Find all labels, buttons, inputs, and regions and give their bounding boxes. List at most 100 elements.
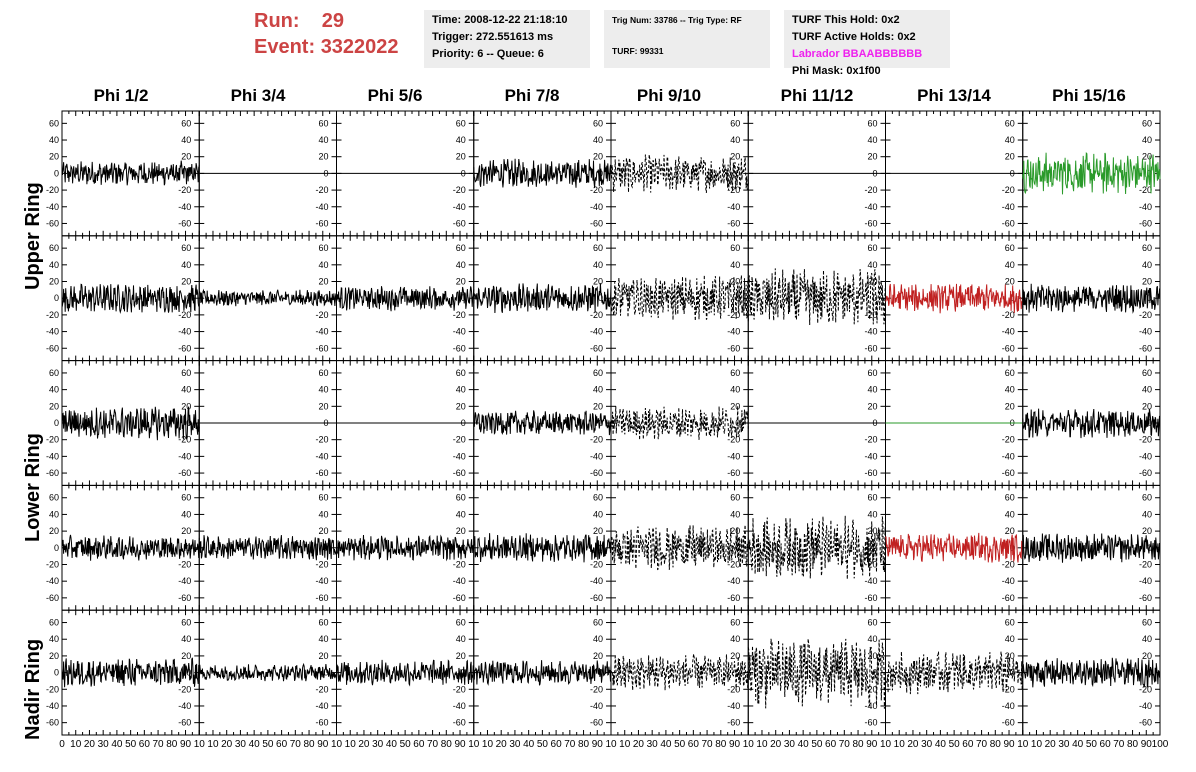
y-tick-label: -60: [178, 593, 191, 603]
x-tick-label: 20: [221, 739, 233, 750]
y-tick-label: -40: [864, 451, 877, 461]
y-tick-label: -40: [178, 576, 191, 586]
y-tick-label: -40: [864, 202, 877, 212]
y-tick-label: 40: [1005, 509, 1015, 519]
y-tick-label: -40: [1139, 327, 1152, 337]
y-tick-label: 0: [735, 168, 740, 178]
y-tick-label: -40: [1002, 701, 1015, 711]
y-tick-label: 20: [318, 526, 328, 536]
y-tick-label: -60: [1002, 218, 1015, 228]
y-tick-label: 0: [54, 168, 59, 178]
x-tick-label: 20: [496, 739, 508, 750]
y-tick-label: -20: [1139, 684, 1152, 694]
column-header: Phi 13/14: [917, 86, 991, 105]
y-tick-label: 60: [181, 243, 191, 253]
y-tick-label: 20: [1142, 526, 1152, 536]
x-tick-label: 90: [454, 739, 466, 750]
y-tick-label: -20: [315, 310, 328, 320]
y-tick-label: -20: [178, 559, 191, 569]
y-tick-label: -20: [1002, 435, 1015, 445]
y-tick-label: -20: [178, 684, 191, 694]
y-tick-label: 0: [735, 543, 740, 553]
trigger-text: Trigger: 272.551613 ms: [432, 31, 554, 43]
y-tick-label: 60: [49, 368, 59, 378]
y-tick-label: 60: [730, 243, 740, 253]
waveform-line: [473, 410, 612, 436]
y-tick-label: -20: [453, 684, 466, 694]
y-tick-label: -20: [46, 435, 59, 445]
y-tick-label: 40: [730, 509, 740, 519]
y-tick-label: -20: [315, 185, 328, 195]
x-tick-label: 10: [605, 739, 617, 750]
y-tick-label: -60: [727, 593, 740, 603]
y-tick-label: 40: [1142, 135, 1152, 145]
y-tick-label: 0: [1010, 293, 1015, 303]
y-tick-label: 0: [461, 293, 466, 303]
y-tick-label: 20: [867, 152, 877, 162]
y-tick-label: -60: [590, 593, 603, 603]
y-tick-label: -20: [1139, 559, 1152, 569]
column-header: Phi 11/12: [780, 86, 854, 105]
y-tick-label: 20: [456, 152, 466, 162]
y-tick-label: -60: [46, 343, 59, 353]
y-tick-label: -60: [453, 343, 466, 353]
x-tick-label: 30: [509, 739, 521, 750]
y-tick-label: 20: [1005, 277, 1015, 287]
y-tick-label: 60: [867, 118, 877, 128]
y-tick-label: 40: [867, 385, 877, 395]
y-tick-label: -60: [453, 218, 466, 228]
y-tick-label: -20: [727, 684, 740, 694]
y-tick-label: -40: [315, 576, 328, 586]
y-tick-label: -20: [315, 559, 328, 569]
y-tick-label: 40: [1142, 634, 1152, 644]
x-tick-label: 20: [84, 739, 96, 750]
y-tick-label: -60: [315, 468, 328, 478]
y-tick-label: 60: [1142, 118, 1152, 128]
y-tick-label: 20: [318, 401, 328, 411]
y-tick-label: 40: [456, 385, 466, 395]
y-tick-label: -60: [178, 218, 191, 228]
x-tick-label: 40: [523, 739, 535, 750]
turf-text: TURF: 99331: [612, 46, 664, 56]
y-tick-label: 20: [1142, 152, 1152, 162]
y-tick-label: -40: [1002, 451, 1015, 461]
y-tick-label: 40: [49, 634, 59, 644]
y-tick-label: 20: [456, 277, 466, 287]
y-tick-label: -20: [453, 185, 466, 195]
y-tick-label: 20: [1142, 277, 1152, 287]
y-tick-label: 60: [49, 493, 59, 503]
y-tick-label: 40: [49, 260, 59, 270]
y-tick-label: 20: [456, 401, 466, 411]
x-tick-label: 30: [921, 739, 933, 750]
x-tick-label: 90: [729, 739, 741, 750]
y-tick-label: -20: [864, 310, 877, 320]
event-value: 3322022: [320, 36, 399, 58]
y-tick-label: -60: [46, 218, 59, 228]
y-tick-label: 60: [318, 243, 328, 253]
y-tick-label: 60: [318, 118, 328, 128]
y-tick-label: 40: [318, 135, 328, 145]
y-tick-label: -20: [590, 435, 603, 445]
turf-info-box: TURF This Hold: 0x2 TURF Active Holds: 0…: [784, 10, 950, 77]
y-tick-label: -40: [178, 202, 191, 212]
y-tick-label: 40: [181, 634, 191, 644]
y-tick-label: 60: [730, 493, 740, 503]
x-tick-label: 10: [756, 739, 768, 750]
y-tick-label: -20: [178, 435, 191, 445]
y-tick-label: 60: [867, 368, 877, 378]
y-tick-label: 40: [867, 135, 877, 145]
x-tick-label: 80: [990, 739, 1002, 750]
y-tick-label: 20: [181, 401, 191, 411]
waveform-line: [747, 515, 886, 580]
y-tick-label: -20: [1139, 435, 1152, 445]
y-tick-label: -60: [590, 718, 603, 728]
waveform-line: [747, 268, 886, 326]
x-tick-label: 10: [743, 739, 755, 750]
x-tick-label: 10: [619, 739, 631, 750]
y-tick-label: -60: [453, 468, 466, 478]
y-tick-label: -60: [727, 343, 740, 353]
x-tick-label: 10: [894, 739, 906, 750]
y-tick-label: 40: [593, 260, 603, 270]
y-tick-label: 20: [49, 277, 59, 287]
